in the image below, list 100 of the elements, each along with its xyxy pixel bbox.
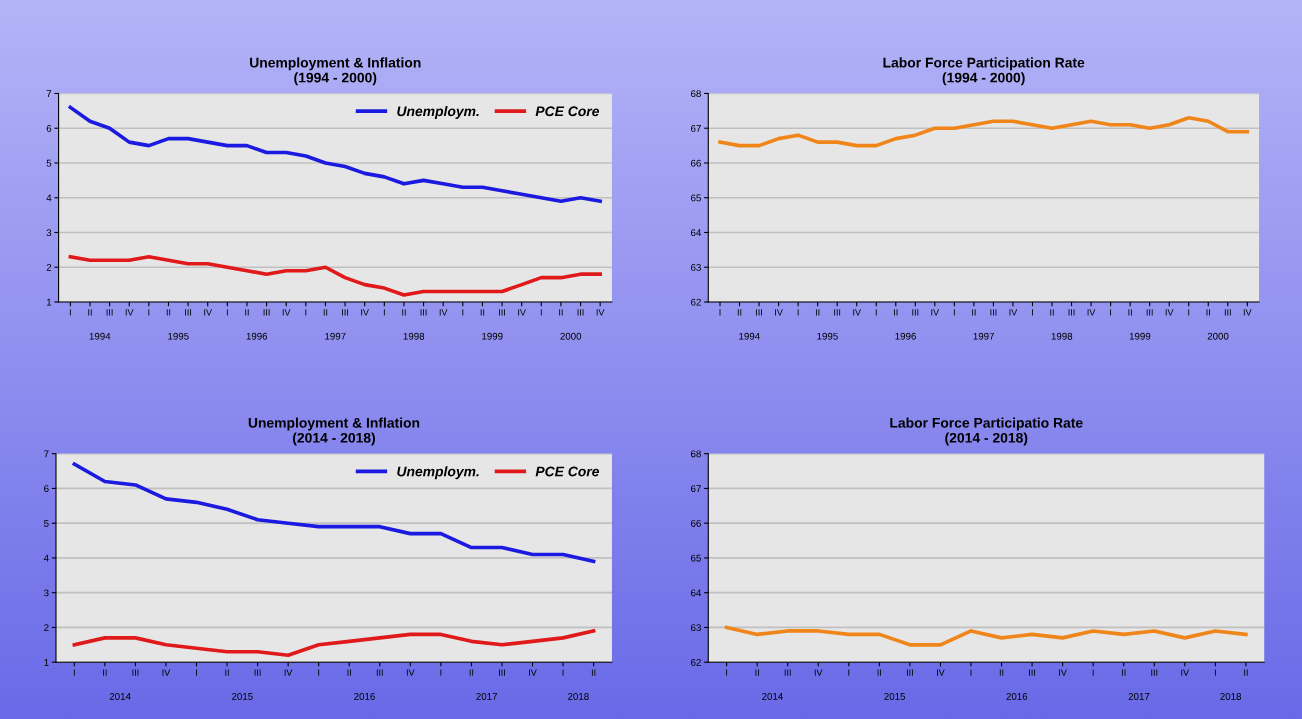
x-tick-label: I — [1032, 309, 1033, 316]
x-tick-label: III — [990, 309, 997, 316]
y-tick-label: 64 — [691, 589, 702, 597]
x-tick-label: II — [1244, 669, 1248, 676]
line-series — [718, 115, 1250, 148]
y-tick-label: 67 — [691, 485, 701, 493]
y-tick-label: 3 — [46, 229, 52, 237]
x-tick-label: II — [755, 669, 759, 676]
x-tick-label: II — [469, 669, 474, 676]
y-tick-label: 64 — [691, 229, 702, 237]
x-tick-label: I — [73, 669, 75, 676]
x-tick-label: III — [132, 669, 139, 676]
text: 1997 — [325, 332, 346, 340]
x-tick-label: IV — [937, 669, 945, 676]
x-tick-label: II — [88, 309, 92, 316]
x-tick-label: I — [305, 309, 307, 316]
x-tick-label: II — [225, 669, 229, 676]
text: 1996 — [895, 332, 916, 340]
x-tick-label: I — [69, 309, 71, 316]
x-tick-label: III — [1224, 309, 1231, 316]
y-tick-label: 1 — [44, 659, 49, 666]
text: 1995 — [168, 332, 189, 340]
y-tick-label: 63 — [691, 263, 701, 271]
legend-label: PCE Core — [535, 466, 600, 477]
x-tick-label: I — [797, 309, 799, 316]
x-tick-label: II — [815, 309, 820, 316]
x-tick-label: I — [1188, 309, 1190, 316]
x-tick-label: I — [1092, 669, 1094, 676]
text: 2015 — [884, 693, 906, 700]
text: 2014 — [762, 693, 783, 700]
x-tick-label: III — [499, 669, 505, 676]
x-tick-label: I — [318, 669, 320, 676]
text: 1998 — [1051, 332, 1073, 340]
y-tick-label: 62 — [691, 658, 701, 666]
x-tick-label: IV — [439, 309, 448, 316]
x-tick-label: I — [848, 669, 850, 676]
y-tick-label: 2 — [44, 624, 49, 631]
x-tick-label: II — [1128, 309, 1132, 316]
x-tick-label: III — [263, 309, 270, 316]
x-tick-label: III — [577, 309, 584, 316]
x-tick-label: II — [894, 309, 898, 316]
x-tick-label: II — [323, 309, 328, 316]
x-tick-label: IV — [775, 309, 783, 316]
y-tick-label: 65 — [691, 194, 701, 202]
x-tick-label: II — [103, 669, 107, 676]
chart-title: Labor Force Participation Rate (1994 - 2000) — [883, 57, 1085, 86]
y-tick-label: 68 — [691, 90, 701, 98]
x-tick-label: II — [402, 309, 406, 316]
x-tick-label: II — [559, 309, 563, 316]
legend-label: Unemploym. — [397, 466, 479, 480]
text: 2018 — [1220, 693, 1242, 700]
chart-title: Unemployment & Inflation (1994 - 2000) — [250, 57, 421, 86]
x-tick-label: II — [245, 309, 249, 316]
x-tick-label: II — [347, 669, 351, 676]
text: 1995 — [817, 332, 838, 340]
x-tick-label: IV — [284, 669, 293, 676]
y-tick-label: 66 — [691, 519, 701, 527]
x-tick-label: III — [784, 669, 791, 676]
text: 2017 — [1128, 693, 1150, 700]
text: 2016 — [354, 693, 375, 700]
x-tick-label: I — [148, 309, 150, 316]
y-tick-label: 7 — [44, 450, 49, 458]
text: 1996 — [246, 332, 268, 340]
y-tick-label: 6 — [44, 485, 49, 493]
x-tick-label: IV — [1181, 669, 1190, 676]
x-tick-label: II — [1206, 309, 1210, 316]
x-tick-label: II — [591, 669, 596, 676]
line-series — [72, 629, 596, 658]
x-tick-label: III — [1151, 669, 1158, 676]
text: 2000 — [560, 332, 582, 340]
text: 2018 — [568, 693, 589, 700]
y-tick-label: 2 — [46, 263, 52, 271]
x-tick-label: II — [877, 669, 882, 676]
x-tick-label: II — [1050, 309, 1054, 316]
x-tick-label: IV — [406, 669, 415, 676]
x-tick-label: IV — [529, 669, 537, 676]
x-tick-label: III — [106, 309, 113, 316]
text: 1999 — [1129, 332, 1151, 340]
x-tick-label: IV — [1087, 309, 1096, 316]
x-tick-label: II — [972, 309, 976, 316]
text: 1994 — [89, 332, 111, 340]
x-tick-label: IV — [1059, 669, 1067, 676]
y-tick-label: 62 — [691, 298, 701, 306]
x-tick-label: III — [420, 309, 427, 316]
line-series — [68, 105, 602, 204]
line-series — [68, 254, 602, 297]
text: 1994 — [739, 332, 760, 340]
text: 2016 — [1006, 693, 1028, 700]
y-tick-label: 68 — [691, 450, 701, 458]
x-tick-label: I — [719, 309, 721, 316]
x-tick-label: I — [196, 669, 197, 676]
text: 1997 — [973, 332, 994, 340]
y-tick-label: 67 — [691, 124, 701, 132]
x-tick-label: IV — [162, 669, 171, 676]
y-tick-label: 65 — [691, 554, 701, 562]
text: 2015 — [232, 693, 253, 700]
legend-label: PCE Core — [535, 106, 600, 117]
x-tick-label: I — [440, 669, 442, 676]
x-tick-label: I — [1214, 669, 1216, 676]
x-tick-label: I — [875, 309, 877, 316]
